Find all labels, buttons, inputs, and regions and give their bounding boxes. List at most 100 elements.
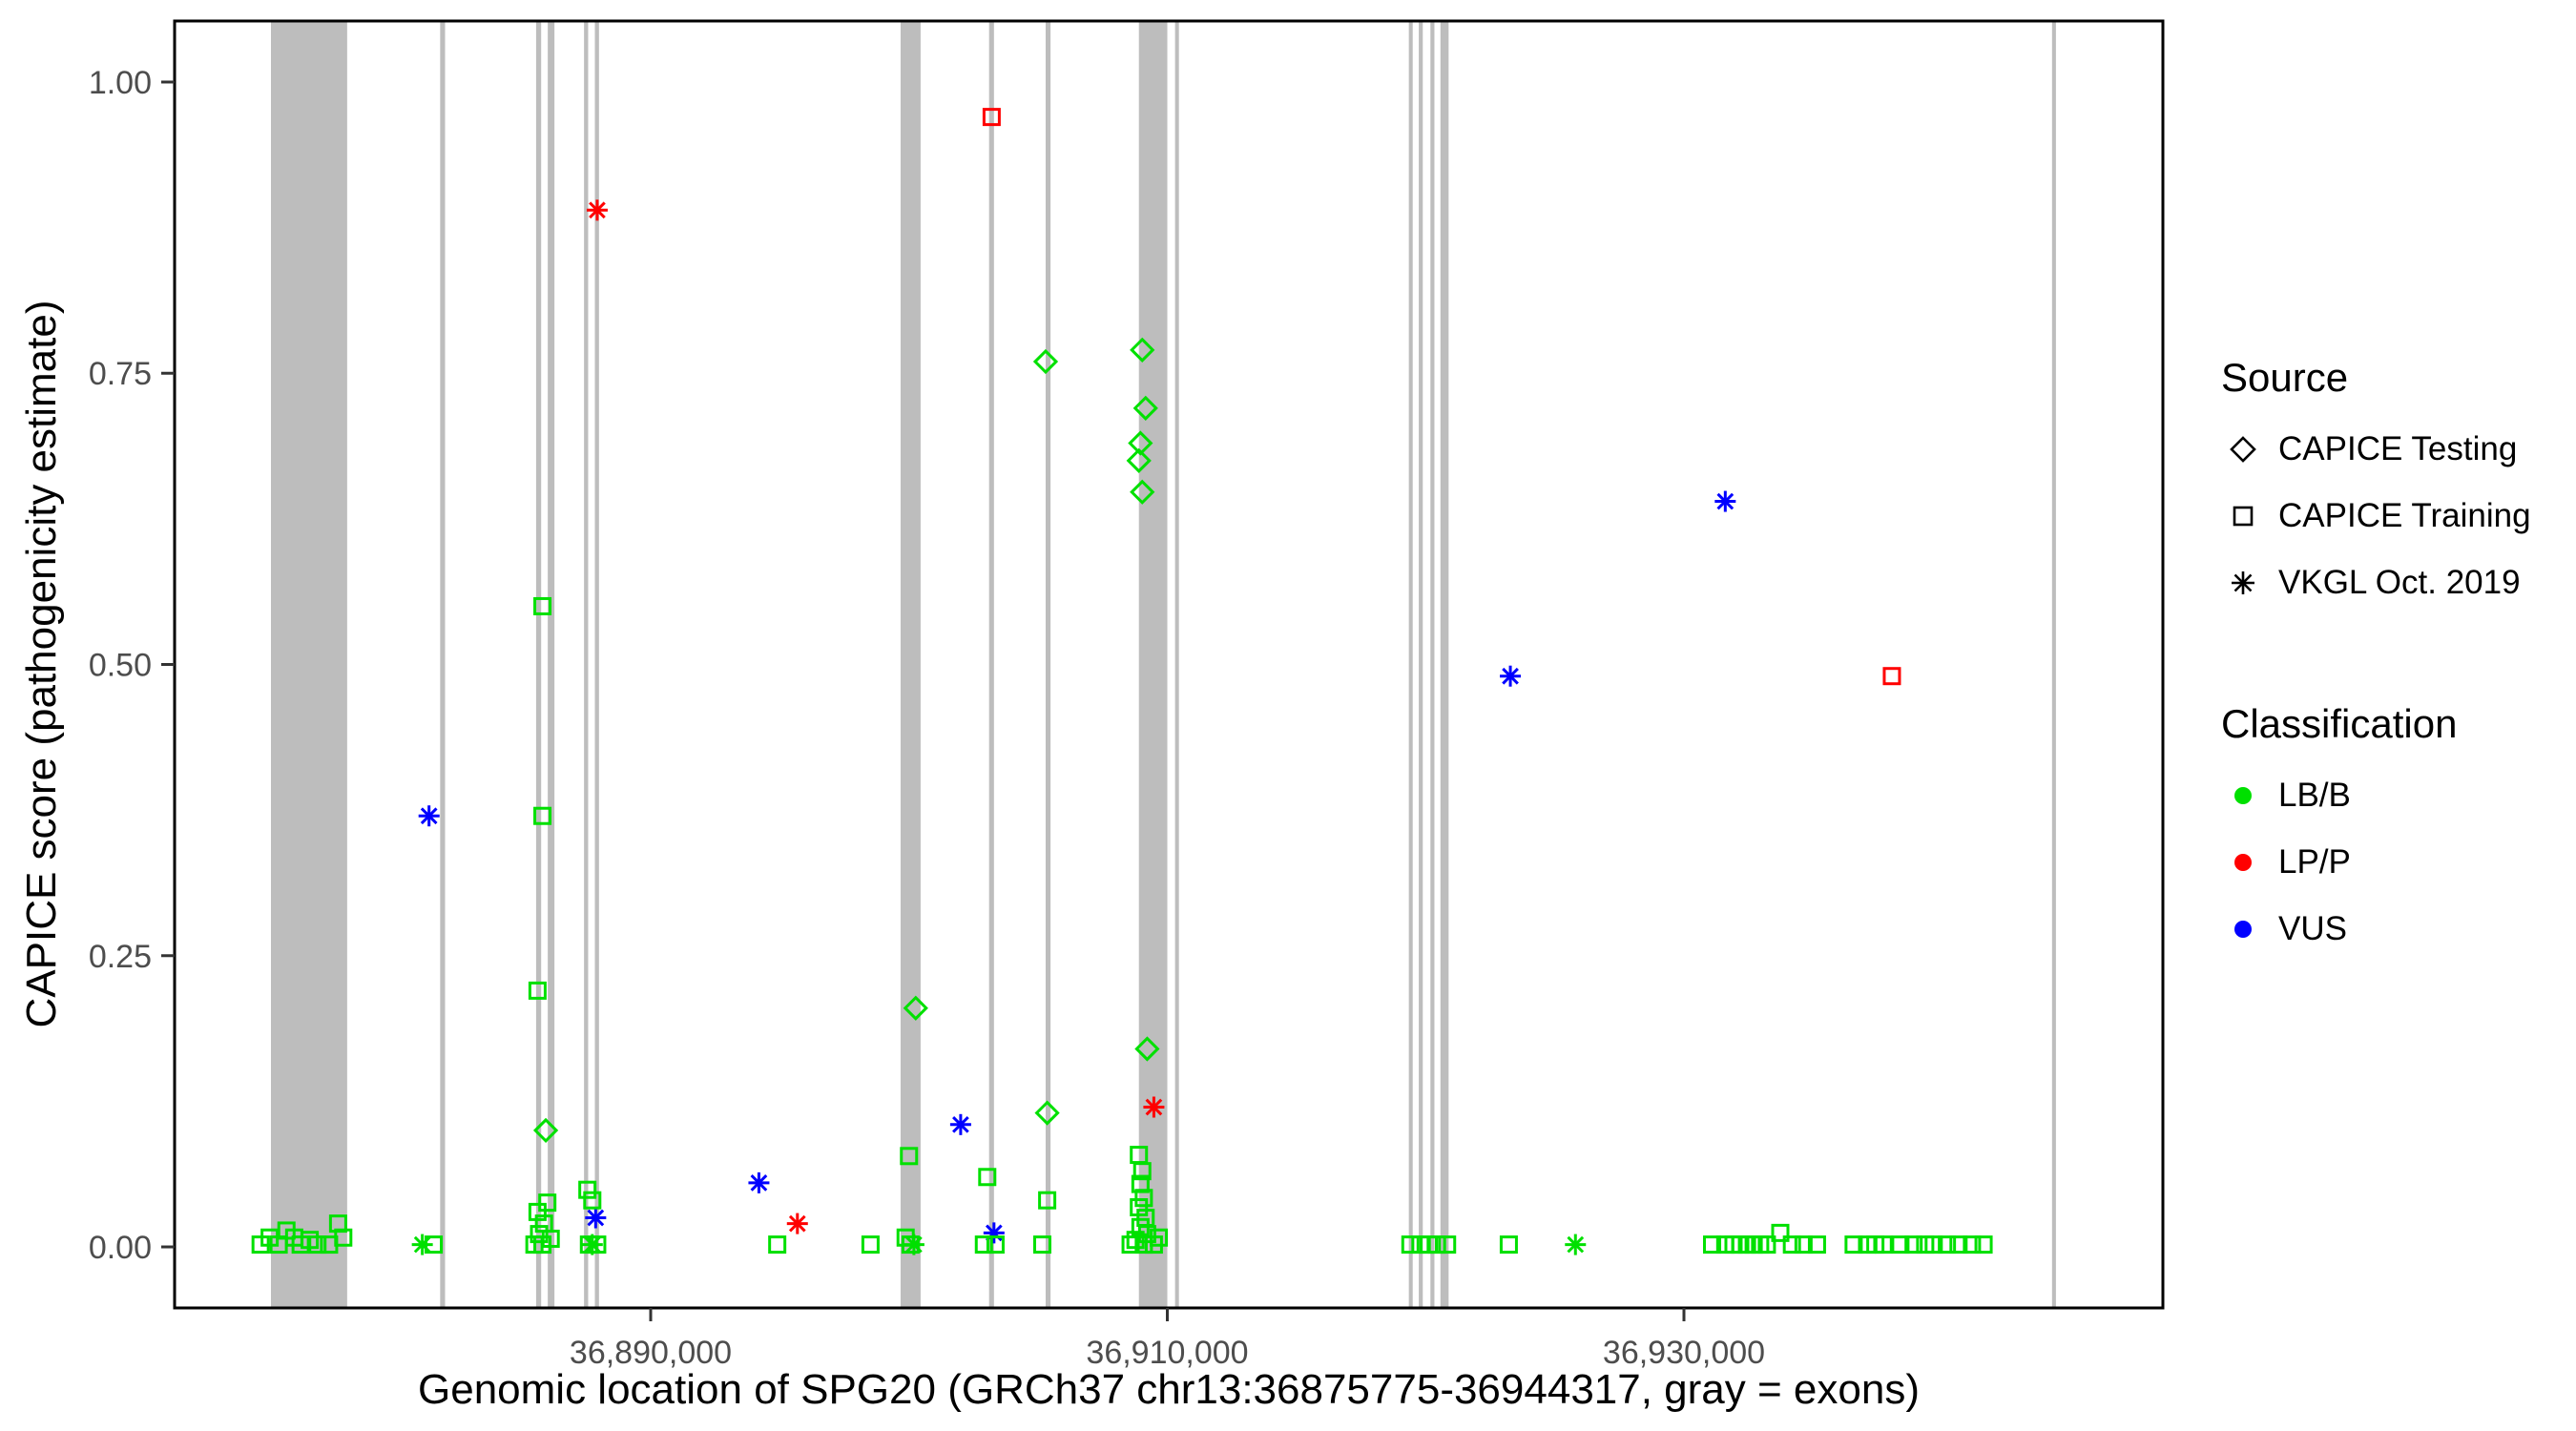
data-point-square (533, 806, 552, 825)
data-point-square (982, 108, 1001, 127)
exon-band (1045, 21, 1051, 1308)
data-point-square (1132, 1162, 1152, 1181)
data-point-square (533, 596, 552, 615)
data-point-square (1844, 1235, 1863, 1255)
exon-band (988, 21, 994, 1308)
legend-item-lpp: LP/P (2221, 829, 2457, 896)
data-point-square (974, 1235, 993, 1255)
legend-item-label: LP/P (2278, 843, 2351, 881)
y-axis-label: CAPICE score (pathogenicity estimate) (18, 300, 65, 1028)
exon-band (900, 21, 921, 1308)
exon-band (440, 21, 446, 1308)
data-point-square (578, 1180, 597, 1199)
exon-band (548, 21, 555, 1308)
data-point-square (1038, 1191, 1057, 1210)
data-point-square (1134, 1189, 1153, 1208)
diamond-icon (2230, 436, 2256, 463)
data-point-square (1782, 1235, 1801, 1255)
data-point-square (425, 1235, 444, 1255)
lbb-color-dot-icon (2234, 787, 2252, 804)
data-point-square (1438, 1235, 1457, 1255)
data-point-square (768, 1235, 787, 1255)
asterisk-icon (2232, 571, 2254, 594)
data-point-square (538, 1193, 557, 1213)
data-point-asterisk (418, 805, 440, 827)
data-point-square (1771, 1223, 1790, 1242)
y-tick-label: 0.25 (89, 939, 152, 975)
legend-item-lbb: LB/B (2221, 762, 2457, 829)
legend-source: Source CAPICE Testing CAPICE Training (2221, 355, 2531, 616)
data-point-square (1891, 1235, 1910, 1255)
data-point-square (1401, 1235, 1420, 1255)
data-point-square (1427, 1235, 1446, 1255)
legend-classification-title: Classification (2221, 701, 2458, 746)
data-point-square (528, 981, 547, 1000)
data-point-square (1874, 1235, 1893, 1255)
data-point-asterisk (1565, 1234, 1587, 1255)
exon-band (594, 21, 599, 1308)
data-point-square (986, 1235, 1005, 1255)
data-point-asterisk (903, 1234, 924, 1255)
legend-item-vus: VUS (2221, 896, 2457, 963)
x-tick-label: 36,890,000 (570, 1335, 732, 1371)
data-point-asterisk (949, 1113, 971, 1135)
exon-band (1419, 21, 1423, 1308)
data-point-asterisk (748, 1172, 770, 1193)
data-point-asterisk (1500, 665, 1522, 687)
vus-color-dot-icon (2234, 921, 2252, 938)
legend-classification: Classification LB/B LP/P VUS (2221, 701, 2457, 963)
exon-band (535, 21, 542, 1308)
data-point-square (900, 1147, 919, 1166)
data-point-square (1150, 1228, 1169, 1247)
square-icon (2233, 506, 2254, 527)
exon-band (1440, 21, 1449, 1308)
data-point-diamond (1132, 395, 1158, 421)
data-point-asterisk (581, 1234, 603, 1255)
legend-item-label: CAPICE Testing (2278, 430, 2518, 467)
data-point-diamond (1126, 447, 1152, 473)
y-tick-label: 1.00 (89, 65, 152, 101)
data-point-asterisk (586, 199, 608, 221)
exon-band (584, 21, 589, 1308)
data-point-square (1963, 1235, 1982, 1255)
data-point-asterisk (1714, 490, 1736, 512)
data-point-square (1949, 1235, 1968, 1255)
data-point-square (1904, 1235, 1923, 1255)
data-point-diamond (532, 1117, 559, 1144)
legend-item-label: VUS (2278, 910, 2347, 947)
legend-item-capice-testing: CAPICE Testing (2221, 416, 2531, 483)
data-point-square (528, 1202, 547, 1221)
legend-item-label: VKGL Oct. 2019 (2278, 564, 2521, 601)
exon-band (1174, 21, 1179, 1308)
data-point-asterisk (1143, 1096, 1165, 1118)
data-point-square (1032, 1235, 1051, 1255)
exon-band (270, 21, 347, 1308)
data-point-square (1757, 1235, 1776, 1255)
data-point-square (1794, 1235, 1813, 1255)
data-point-square (1938, 1235, 1957, 1255)
data-point-square (1807, 1235, 1826, 1255)
y-tick-label: 0.50 (89, 648, 152, 684)
data-point-square (541, 1229, 560, 1248)
x-axis-label: Genomic location of SPG20 (GRCh37 chr13:… (418, 1366, 1920, 1413)
data-point-square (861, 1235, 880, 1255)
data-point-square (1974, 1235, 1993, 1255)
data-point-diamond (1130, 479, 1155, 505)
data-point-diamond (1034, 1100, 1060, 1126)
data-point-square (334, 1228, 353, 1247)
x-tick-label: 36,910,000 (1086, 1335, 1248, 1371)
legend-item-label: CAPICE Training (2278, 497, 2531, 534)
data-point-square (530, 1225, 549, 1244)
data-point-diamond (1130, 337, 1155, 363)
exon-band (1408, 21, 1413, 1308)
legend-item-vkgl: VKGL Oct. 2019 (2221, 550, 2531, 616)
data-point-diamond (1134, 1036, 1160, 1062)
legend-item-capice-training: CAPICE Training (2221, 483, 2531, 550)
data-point-diamond (1032, 348, 1059, 375)
data-point-square (583, 1191, 602, 1210)
legend-item-label: LB/B (2278, 777, 2351, 814)
data-point-asterisk (585, 1207, 607, 1229)
data-point-square (1924, 1235, 1943, 1255)
